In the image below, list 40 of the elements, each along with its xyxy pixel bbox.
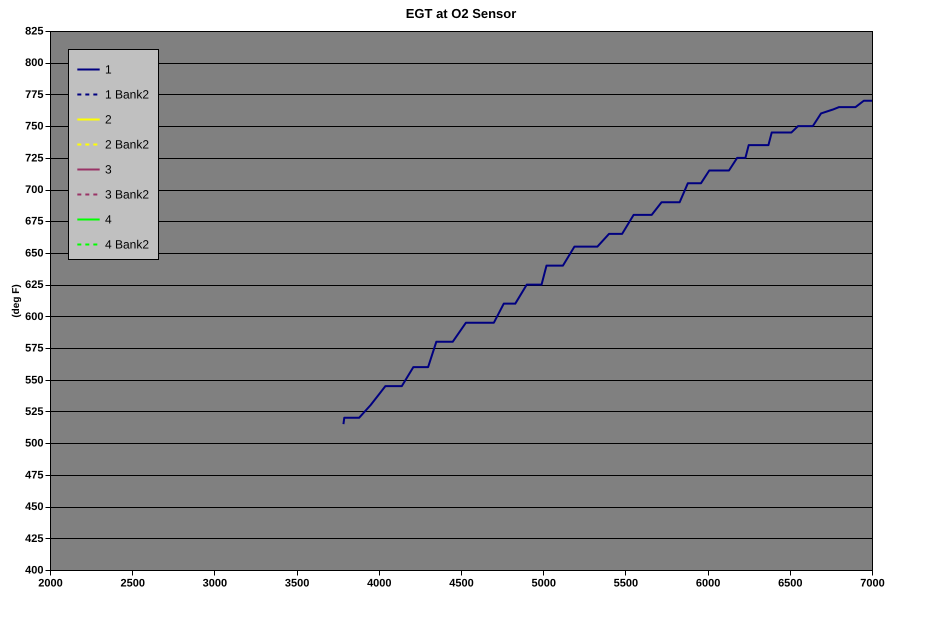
y-tick-label: 750 [25, 120, 44, 133]
y-tick-label: 550 [25, 374, 44, 386]
legend-label: 4 Bank2 [105, 238, 150, 252]
y-tick-label: 700 [25, 184, 44, 196]
x-tick-label: 7000 [860, 578, 885, 590]
x-tick-label: 5500 [614, 578, 638, 590]
x-tick-label: 4000 [367, 578, 392, 590]
y-tick-label: 475 [25, 469, 44, 482]
legend-label: 4 [105, 212, 112, 226]
x-tick-label: 6500 [778, 578, 803, 590]
y-tick-label: 725 [25, 152, 44, 164]
legend-label: 3 [105, 162, 112, 176]
legend-label: 2 [105, 112, 112, 126]
y-tick-label: 500 [25, 438, 44, 450]
y-tick-label: 525 [25, 406, 44, 418]
y-tick-label: 450 [25, 501, 44, 514]
legend-label: 3 Bank2 [105, 188, 150, 202]
y-tick-label: 675 [25, 216, 44, 228]
y-tick-label: 425 [25, 532, 44, 545]
line-series [342, 100, 873, 426]
legend-label: 1 Bank2 [105, 88, 150, 102]
y-tick-label: 600 [25, 310, 44, 323]
legend-label: 1 [105, 62, 112, 76]
x-tick-label: 2000 [38, 578, 63, 590]
y-tick-label: 825 [25, 26, 44, 38]
x-tick-label: 4500 [449, 578, 474, 590]
y-tick-label: 800 [25, 57, 44, 70]
x-tick-label: 3000 [202, 578, 228, 590]
x-tick-label: 6000 [696, 578, 720, 590]
y-tick-label: 650 [25, 247, 44, 260]
chart-title: EGT at O2 Sensor [406, 6, 516, 21]
x-tick-label: 2500 [120, 578, 145, 590]
y-tick-label: 625 [25, 279, 44, 292]
y-axis-title: (deg F) [11, 284, 22, 318]
y-tick-label: 400 [25, 564, 44, 576]
legend-label: 2 Bank2 [105, 138, 150, 152]
x-tick-label: 3500 [284, 578, 310, 590]
x-tick-label: 5000 [531, 578, 556, 590]
y-tick-label: 575 [25, 342, 44, 355]
y-tick-label: 775 [25, 88, 44, 101]
